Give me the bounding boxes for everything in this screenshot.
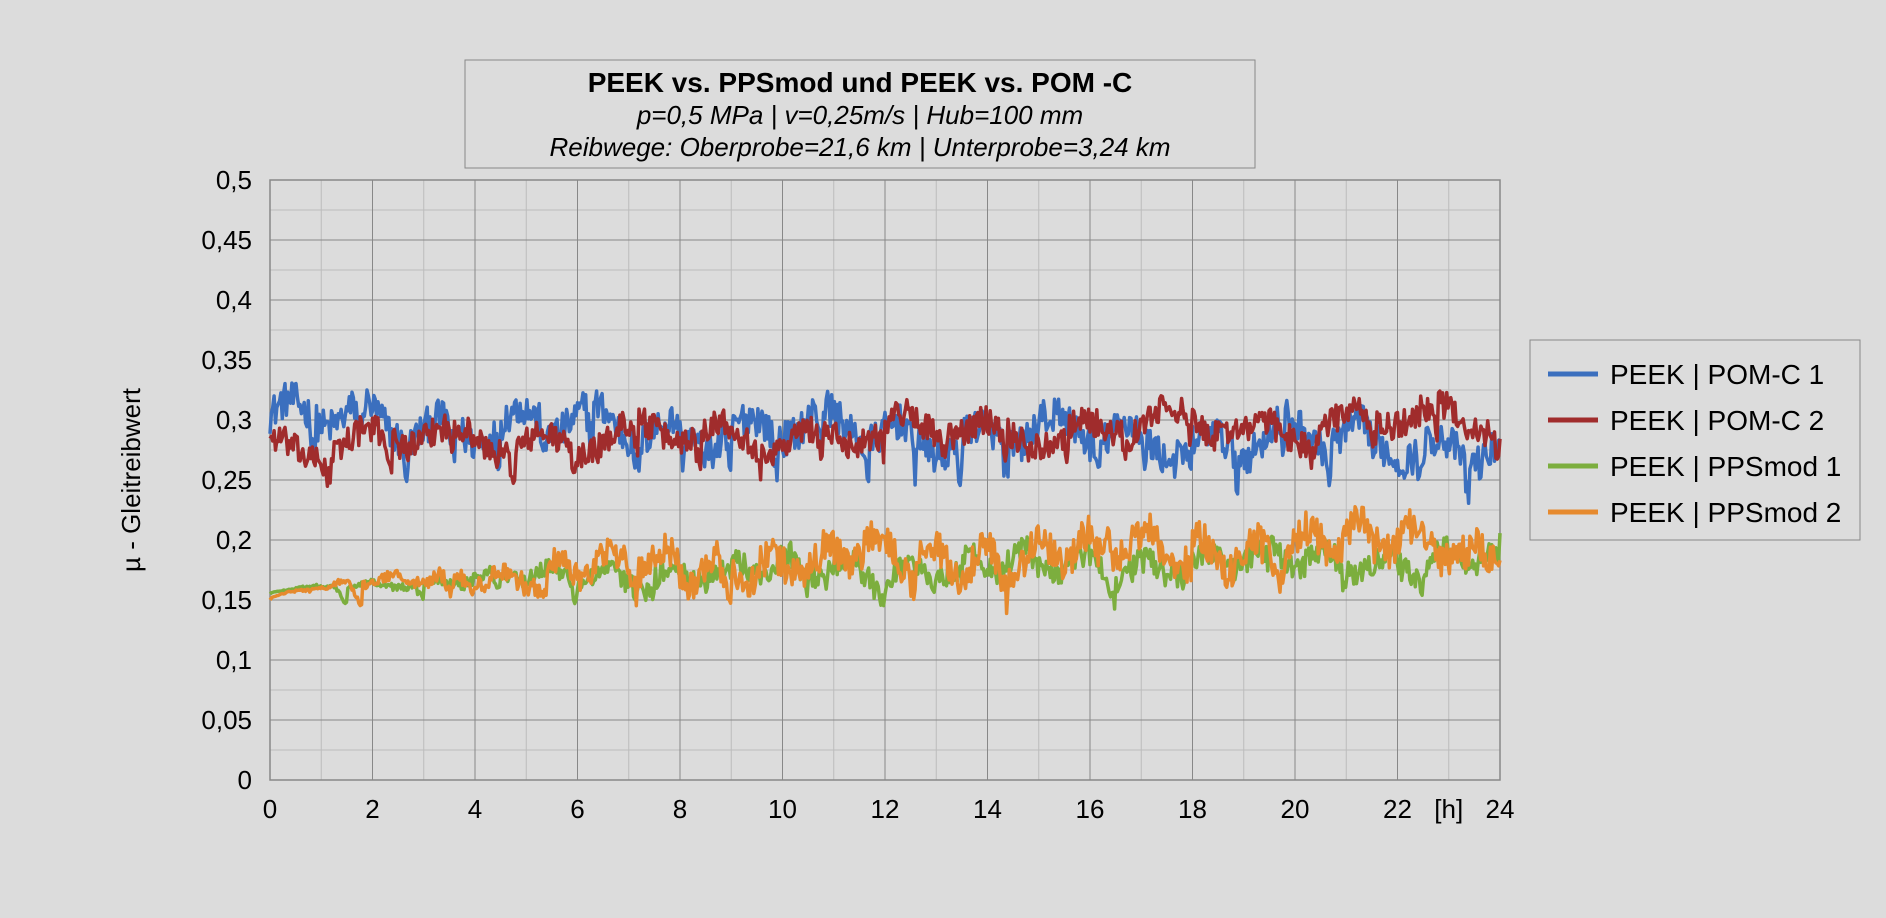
y-tick-label: 0,2 <box>216 525 252 555</box>
x-tick-label: 10 <box>768 794 797 824</box>
chart-subtitle-2: Reibwege: Oberprobe=21,6 km | Unterprobe… <box>550 132 1171 162</box>
x-tick-label: 4 <box>468 794 482 824</box>
y-tick-label: 0,35 <box>201 345 252 375</box>
x-tick-label: 14 <box>973 794 1002 824</box>
y-tick-label: 0,25 <box>201 465 252 495</box>
x-tick-label: 8 <box>673 794 687 824</box>
y-tick-label: 0 <box>238 765 252 795</box>
chart-container: 0 0,05 0,1 0,15 0,2 0,25 0,3 0,35 0,4 0,45 0,5 µ - … <box>0 0 1886 918</box>
y-axis-label: µ - Gleitreibwert <box>116 387 146 572</box>
legend-label: PEEK | POM-C 1 <box>1610 359 1824 390</box>
y-tick-label: 0,45 <box>201 225 252 255</box>
y-tick-label: 0,05 <box>201 705 252 735</box>
x-tick-label: 24 <box>1486 794 1515 824</box>
legend-label: PEEK | PPSmod 2 <box>1610 497 1841 528</box>
chart-subtitle-1: p=0,5 MPa | v=0,25m/s | Hub=100 mm <box>636 100 1083 130</box>
y-tick-label: 0,1 <box>216 645 252 675</box>
y-tick-label: 0,5 <box>216 165 252 195</box>
x-tick-label: 22 <box>1383 794 1412 824</box>
y-tick-label: 0,3 <box>216 405 252 435</box>
legend-label: PEEK | POM-C 2 <box>1610 405 1824 436</box>
x-tick-label: 0 <box>263 794 277 824</box>
x-tick-label: 2 <box>365 794 379 824</box>
x-tick-label: 12 <box>871 794 900 824</box>
chart-title: PEEK vs. PPSmod und PEEK vs. POM -C <box>588 67 1133 98</box>
chart-svg: 0 0,05 0,1 0,15 0,2 0,25 0,3 0,35 0,4 0,45 0,5 µ - … <box>0 0 1886 918</box>
x-tick-label: 18 <box>1178 794 1207 824</box>
x-tick-label: 20 <box>1281 794 1310 824</box>
y-tick-label: 0,4 <box>216 285 252 315</box>
x-unit-label: [h] <box>1434 794 1463 824</box>
legend-label: PEEK | PPSmod 1 <box>1610 451 1841 482</box>
x-tick-label: 6 <box>570 794 584 824</box>
y-tick-label: 0,15 <box>201 585 252 615</box>
x-tick-label: 16 <box>1076 794 1105 824</box>
